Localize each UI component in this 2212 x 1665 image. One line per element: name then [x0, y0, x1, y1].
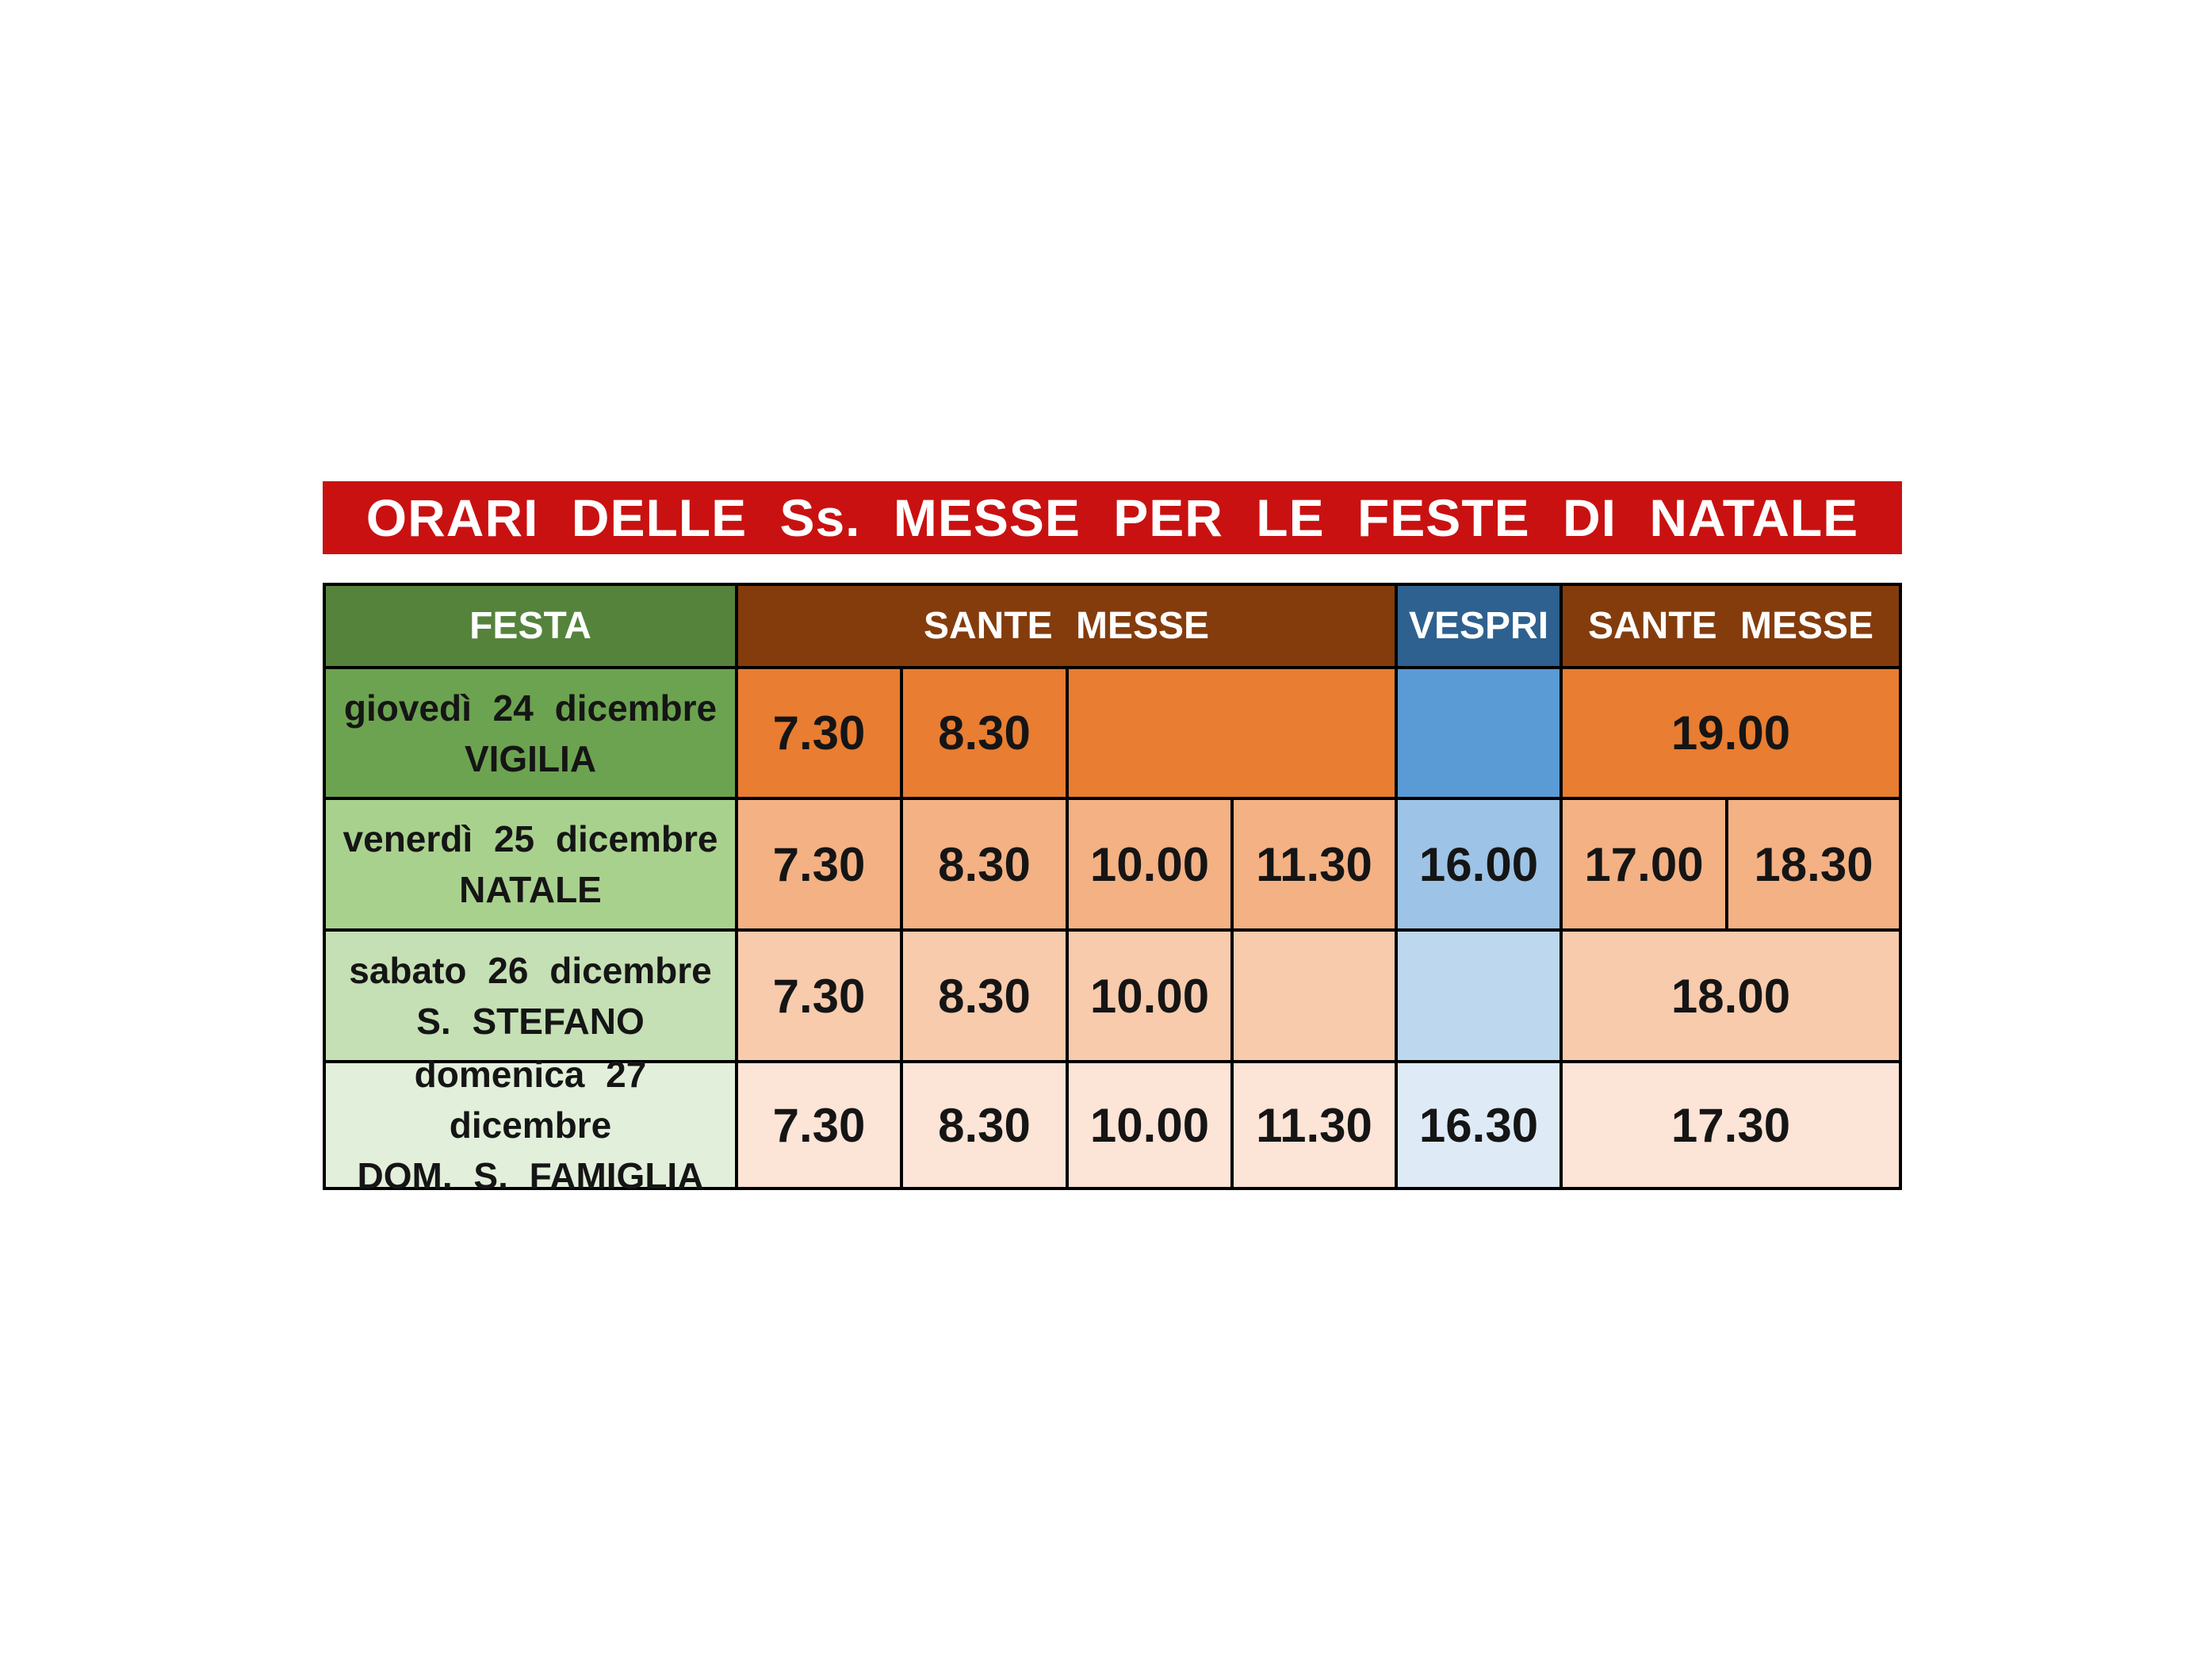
- time-cell: 10.00: [1069, 932, 1230, 1060]
- time-cell: 8.30: [903, 1063, 1066, 1187]
- time-cell: 7.30: [738, 800, 900, 928]
- time-cell: 17.00: [1563, 800, 1725, 928]
- vespri-time-cell: 16.00: [1398, 800, 1559, 928]
- empty-vespri-cell: [1398, 932, 1559, 1060]
- empty-time-cell: [1069, 669, 1395, 797]
- header-sante-messe-2: SANTE MESSE: [1563, 586, 1899, 666]
- page-title: ORARI DELLE Ss. MESSE PER LE FESTE DI NA…: [365, 488, 1859, 547]
- festa-cell-natale: venerdì 25 dicembre NATALE: [326, 800, 735, 928]
- time-cell: 8.30: [903, 669, 1066, 797]
- header-festa: FESTA: [326, 586, 735, 666]
- time-cell: 7.30: [738, 1063, 900, 1187]
- festa-label: DOM. S. FAMIGLIA: [357, 1155, 704, 1196]
- festa-cell-s-stefano: sabato 26 dicembre S. STEFANO: [326, 932, 735, 1060]
- time-cell: 8.30: [903, 800, 1066, 928]
- header-vespri: VESPRI: [1398, 586, 1559, 666]
- festa-date: giovedì 24 dicembre: [343, 687, 718, 729]
- empty-time-cell: [1234, 932, 1395, 1060]
- time-cell: 7.30: [738, 932, 900, 1060]
- time-cell: 10.00: [1069, 1063, 1230, 1187]
- header-sante-messe-1: SANTE MESSE: [738, 586, 1395, 666]
- festa-label: NATALE: [459, 869, 602, 910]
- vespri-time-cell: 16.30: [1398, 1063, 1559, 1187]
- empty-vespri-cell: [1398, 669, 1559, 797]
- time-cell: 10.00: [1069, 800, 1230, 928]
- title-banner: ORARI DELLE Ss. MESSE PER LE FESTE DI NA…: [323, 481, 1902, 554]
- time-cell: 8.30: [903, 932, 1066, 1060]
- festa-label: S. STEFANO: [416, 1001, 645, 1042]
- festa-date: venerdì 25 dicembre: [343, 818, 718, 859]
- time-cell: 11.30: [1234, 800, 1395, 928]
- time-cell: 17.30: [1563, 1063, 1899, 1187]
- festa-label: VIGILIA: [464, 737, 597, 779]
- time-cell: 18.00: [1563, 932, 1899, 1060]
- time-cell: 11.30: [1234, 1063, 1395, 1187]
- festa-date: domenica 27 dicembre: [414, 1054, 647, 1146]
- time-cell: 7.30: [738, 669, 900, 797]
- schedule-table: FESTA SANTE MESSE VESPRI SANTE MESSE gio…: [323, 583, 1902, 1196]
- festa-cell-vigilia: giovedì 24 dicembre VIGILIA: [326, 669, 735, 797]
- time-cell: 19.00: [1563, 669, 1899, 797]
- festa-cell-s-famiglia: domenica 27 dicembre DOM. S. FAMIGLIA: [326, 1054, 735, 1196]
- festa-date: sabato 26 dicembre: [349, 950, 712, 991]
- time-cell: 18.30: [1728, 800, 1899, 928]
